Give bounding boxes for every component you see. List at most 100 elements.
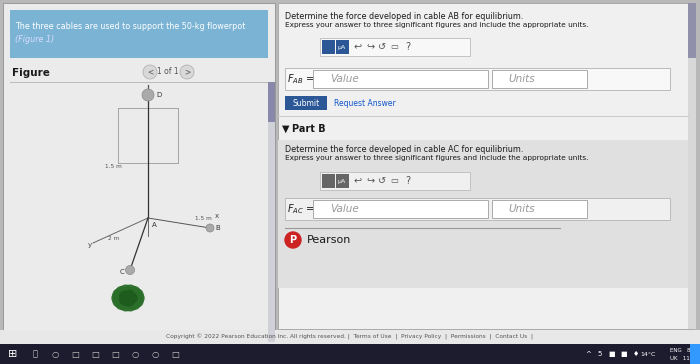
Circle shape [120,285,132,297]
Bar [278,140,688,288]
Bar [278,3,694,329]
Bar [285,198,670,220]
Circle shape [116,286,128,298]
Text: ▭: ▭ [390,43,398,51]
Circle shape [120,295,130,305]
Circle shape [131,295,143,307]
Bar [688,3,696,329]
Bar [3,3,275,343]
Text: Value: Value [330,204,358,214]
Text: ▭: ▭ [390,177,398,186]
Text: D: D [156,92,161,98]
Text: $F_{AB}$ =: $F_{AB}$ = [287,72,314,86]
Circle shape [113,295,125,307]
Text: ⊞: ⊞ [8,349,18,359]
Text: UK   11/10/2022: UK 11/10/2022 [670,356,700,360]
Text: Copyright © 2022 Pearson Education Inc. All rights reserved. |  Terms of Use  | : Copyright © 2022 Pearson Education Inc. … [167,334,533,340]
Text: The three cables are used to support the 50-kg flowerpot: The three cables are used to support the… [15,22,246,31]
Text: (Figure 1): (Figure 1) [15,35,54,44]
Text: ▼: ▼ [282,124,290,134]
Circle shape [128,297,140,309]
Text: 1 of 1: 1 of 1 [158,67,178,76]
Text: Part B: Part B [292,124,326,134]
Bar [688,3,696,58]
Text: ○: ○ [132,349,139,359]
Text: □: □ [171,349,179,359]
Text: ↺: ↺ [378,42,386,52]
Circle shape [143,65,157,79]
Text: Express your answer to three significant figures and include the appropriate uni: Express your answer to three significant… [285,22,589,28]
Bar [336,174,349,188]
Circle shape [131,289,143,301]
Bar [322,174,335,188]
Circle shape [206,224,214,232]
Text: 1.5 m: 1.5 m [195,216,212,221]
Text: ?: ? [405,176,411,186]
Circle shape [124,285,136,297]
Text: y: y [88,242,92,248]
Text: Submit: Submit [293,99,320,107]
Text: ○: ○ [51,349,59,359]
Text: P: P [289,235,297,245]
Text: 🦊: 🦊 [32,349,38,359]
Text: Units: Units [508,204,535,214]
Text: B: B [215,225,220,231]
Circle shape [128,286,140,298]
Circle shape [124,290,134,300]
Bar [320,38,470,56]
Text: μA: μA [338,44,346,50]
Text: □: □ [91,349,99,359]
Circle shape [127,293,137,303]
Text: ♦: ♦ [633,351,639,357]
Circle shape [125,265,134,274]
Text: ↩: ↩ [354,42,362,52]
Text: ○: ○ [151,349,159,359]
Text: Value: Value [330,74,358,84]
Text: <: < [147,67,153,76]
Circle shape [113,289,125,301]
Circle shape [180,65,194,79]
Text: μA: μA [338,178,346,183]
Text: 5: 5 [598,351,602,357]
Bar [268,82,275,122]
Text: Determine the force developed in cable AB for equilibrium.: Determine the force developed in cable A… [285,12,524,21]
Bar [0,330,700,344]
Text: $F_{AC}$ =: $F_{AC}$ = [287,202,314,216]
Text: ↪: ↪ [366,42,374,52]
Text: ENG   8:38 PM: ENG 8:38 PM [670,348,700,352]
Circle shape [120,299,132,311]
Text: Figure: Figure [12,68,50,78]
Text: ■: ■ [609,351,615,357]
Bar [313,70,488,88]
Text: Pearson: Pearson [307,235,351,245]
Text: Determine the force developed in cable AC for equilibrium.: Determine the force developed in cable A… [285,145,524,154]
Circle shape [285,232,301,248]
Text: 14°C: 14°C [640,352,656,356]
Circle shape [132,292,144,304]
Bar [0,344,700,364]
Text: >: > [184,67,190,76]
Text: Express your answer to three significant figures and include the appropriate uni: Express your answer to three significant… [285,155,589,161]
Bar [336,40,349,54]
Text: ■: ■ [621,351,627,357]
Bar [492,200,587,218]
Circle shape [120,291,130,301]
Bar [285,68,670,90]
Text: 1.5 m: 1.5 m [105,164,122,169]
Circle shape [112,292,124,304]
Bar [320,172,470,190]
Text: ↺: ↺ [378,176,386,186]
Text: ↪: ↪ [366,176,374,186]
Text: □: □ [71,349,79,359]
Bar [10,10,268,58]
Circle shape [116,297,128,309]
Text: C: C [120,269,125,275]
Bar [313,200,488,218]
Bar [322,40,335,54]
Text: ?: ? [405,42,411,52]
Circle shape [124,296,134,306]
Text: x: x [215,213,219,219]
Bar [690,344,700,364]
Text: □: □ [111,349,119,359]
Text: Request Answer: Request Answer [334,99,395,107]
